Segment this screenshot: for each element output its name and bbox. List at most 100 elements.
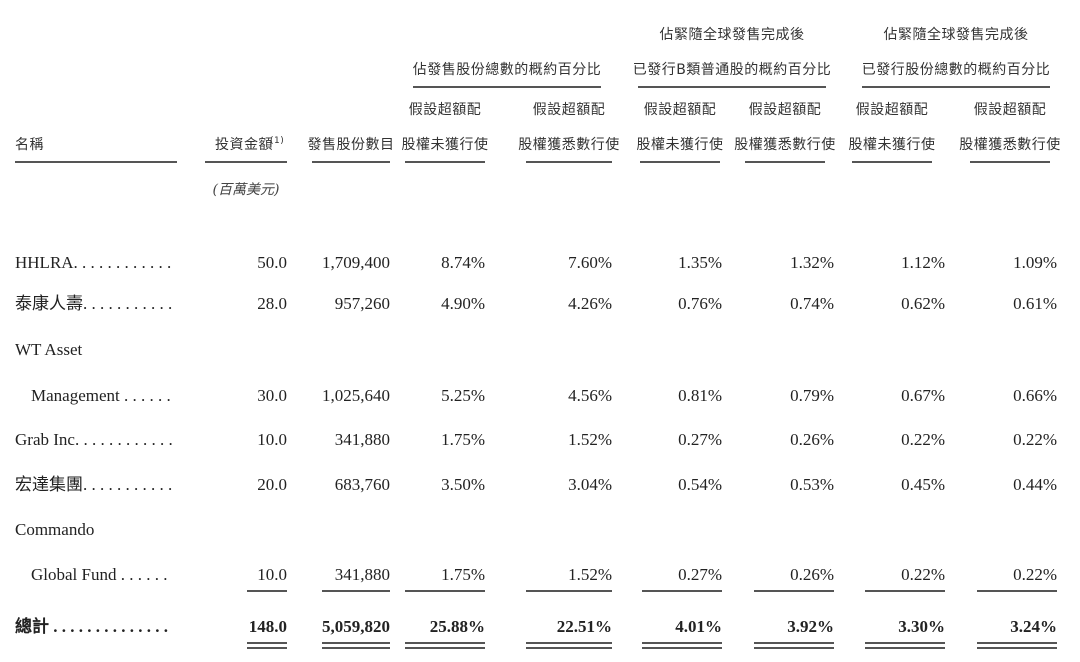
cell-value: 1.52%: [568, 565, 612, 584]
total-double-rule: [754, 642, 834, 644]
total-value: 3.92%: [787, 617, 834, 636]
total-double-rule: [405, 647, 485, 649]
subtotal-rule: [322, 590, 390, 592]
total-value: 22.51%: [556, 617, 612, 636]
cell-value: 341,880: [334, 565, 390, 584]
total-value: 148.0: [248, 617, 287, 636]
total-double-rule: [977, 647, 1057, 649]
subtotal-rule: [247, 590, 287, 592]
subheader-line1: 假設超額配: [532, 102, 606, 118]
cell-value: 0.61%: [1013, 294, 1057, 313]
cell-value: 0.74%: [790, 294, 834, 313]
rule-line: [526, 161, 612, 163]
total-double-rule: [865, 647, 945, 649]
total-double-rule: [526, 647, 612, 649]
subheader-line1: 假設超額配: [855, 102, 929, 118]
subheader-line2: 股權獲悉數行使: [959, 137, 1061, 153]
cell-value: 0.26%: [790, 430, 834, 449]
row-name: HHLRA. . . . . . . . . . . .: [15, 253, 172, 272]
group-underline: [638, 86, 826, 88]
subheader-line2: 股權未獲行使: [401, 137, 489, 153]
rule-line: [852, 161, 932, 163]
group-underline: [862, 86, 1050, 88]
cell-value: 0.22%: [1013, 565, 1057, 584]
cell-value: 1,709,400: [322, 253, 390, 272]
row-name: WT Asset: [15, 340, 83, 359]
footnote-marker: (1): [270, 136, 285, 146]
cell-value: 0.22%: [901, 565, 945, 584]
cell-value: 0.45%: [901, 475, 945, 494]
rule-line: [745, 161, 825, 163]
total-value: 25.88%: [429, 617, 485, 636]
header-name: 名稱: [15, 137, 44, 153]
rule-line: [640, 161, 720, 163]
row-name: Grab Inc. . . . . . . . . . . .: [15, 430, 173, 449]
total-double-rule: [642, 642, 722, 644]
total-double-rule: [247, 647, 287, 649]
total-double-rule: [247, 642, 287, 644]
rule-line: [405, 161, 485, 163]
row-name: Commando: [15, 520, 95, 539]
subtotal-rule: [526, 590, 612, 592]
subtotal-rule: [977, 590, 1057, 592]
cell-value: 20.0: [257, 475, 287, 494]
subheader-line2: 股權未獲行使: [636, 137, 724, 153]
cell-value: 0.22%: [901, 430, 945, 449]
cell-value: 4.90%: [441, 294, 485, 313]
cell-value: 1.75%: [441, 430, 485, 449]
subtotal-rule: [754, 590, 834, 592]
cell-value: 683,760: [334, 475, 390, 494]
group-header-line2: 已發行B類普通股的概約百分比: [632, 62, 832, 78]
total-double-rule: [754, 647, 834, 649]
cell-value: 5.25%: [441, 386, 485, 405]
subtotal-rule: [405, 590, 485, 592]
subtotal-rule: [865, 590, 945, 592]
subheader-line1: 假設超額配: [748, 102, 822, 118]
row-name: 泰康人壽. . . . . . . . . . .: [15, 294, 173, 313]
cell-value: 0.66%: [1013, 386, 1057, 405]
total-value: 3.30%: [898, 617, 945, 636]
cell-value: 50.0: [257, 253, 287, 272]
header-investment: 投資金額: [215, 137, 273, 153]
cell-value: 4.56%: [568, 386, 612, 405]
cell-value: 1.12%: [901, 253, 945, 272]
group-underline: [413, 86, 601, 88]
cell-value: 0.76%: [678, 294, 722, 313]
cell-value: 8.74%: [441, 253, 485, 272]
total-double-rule: [405, 642, 485, 644]
header-investment-unit: (百萬美元): [212, 182, 280, 198]
group-header-line2: 已發行股份總數的概約百分比: [861, 62, 1051, 78]
group-header-line2: 佔發售股份總數的概約百分比: [412, 62, 602, 78]
rule-line: [205, 161, 287, 163]
row-name: Global Fund . . . . . .: [31, 565, 168, 584]
total-value: 3.24%: [1010, 617, 1057, 636]
group-header-line1: 佔緊隨全球發售完成後: [659, 27, 805, 43]
header-underline: [15, 161, 177, 163]
cell-value: 7.60%: [568, 253, 612, 272]
cell-value: 0.53%: [790, 475, 834, 494]
subheader-line1: 假設超額配: [973, 102, 1047, 118]
total-double-rule: [642, 647, 722, 649]
total-value: 4.01%: [675, 617, 722, 636]
cell-value: 1.35%: [678, 253, 722, 272]
total-double-rule: [322, 642, 390, 644]
cell-value: 30.0: [257, 386, 287, 405]
total-double-rule: [322, 647, 390, 649]
total-double-rule: [526, 642, 612, 644]
cell-value: 1.75%: [441, 565, 485, 584]
total-double-rule: [977, 642, 1057, 644]
cell-value: 0.81%: [678, 386, 722, 405]
cell-value: 0.79%: [790, 386, 834, 405]
row-name: 宏達集團. . . . . . . . . . .: [15, 475, 173, 494]
subtotal-rule: [642, 590, 722, 592]
cell-value: 28.0: [257, 294, 287, 313]
rule-line: [312, 161, 390, 163]
cell-value: 0.22%: [1013, 430, 1057, 449]
subheader-line1: 假設超額配: [408, 102, 482, 118]
cell-value: 10.0: [257, 430, 287, 449]
cell-value: 1,025,640: [322, 386, 390, 405]
group-header-line1: 佔緊隨全球發售完成後: [883, 27, 1029, 43]
cell-value: 1.52%: [568, 430, 612, 449]
cell-value: 0.27%: [678, 565, 722, 584]
